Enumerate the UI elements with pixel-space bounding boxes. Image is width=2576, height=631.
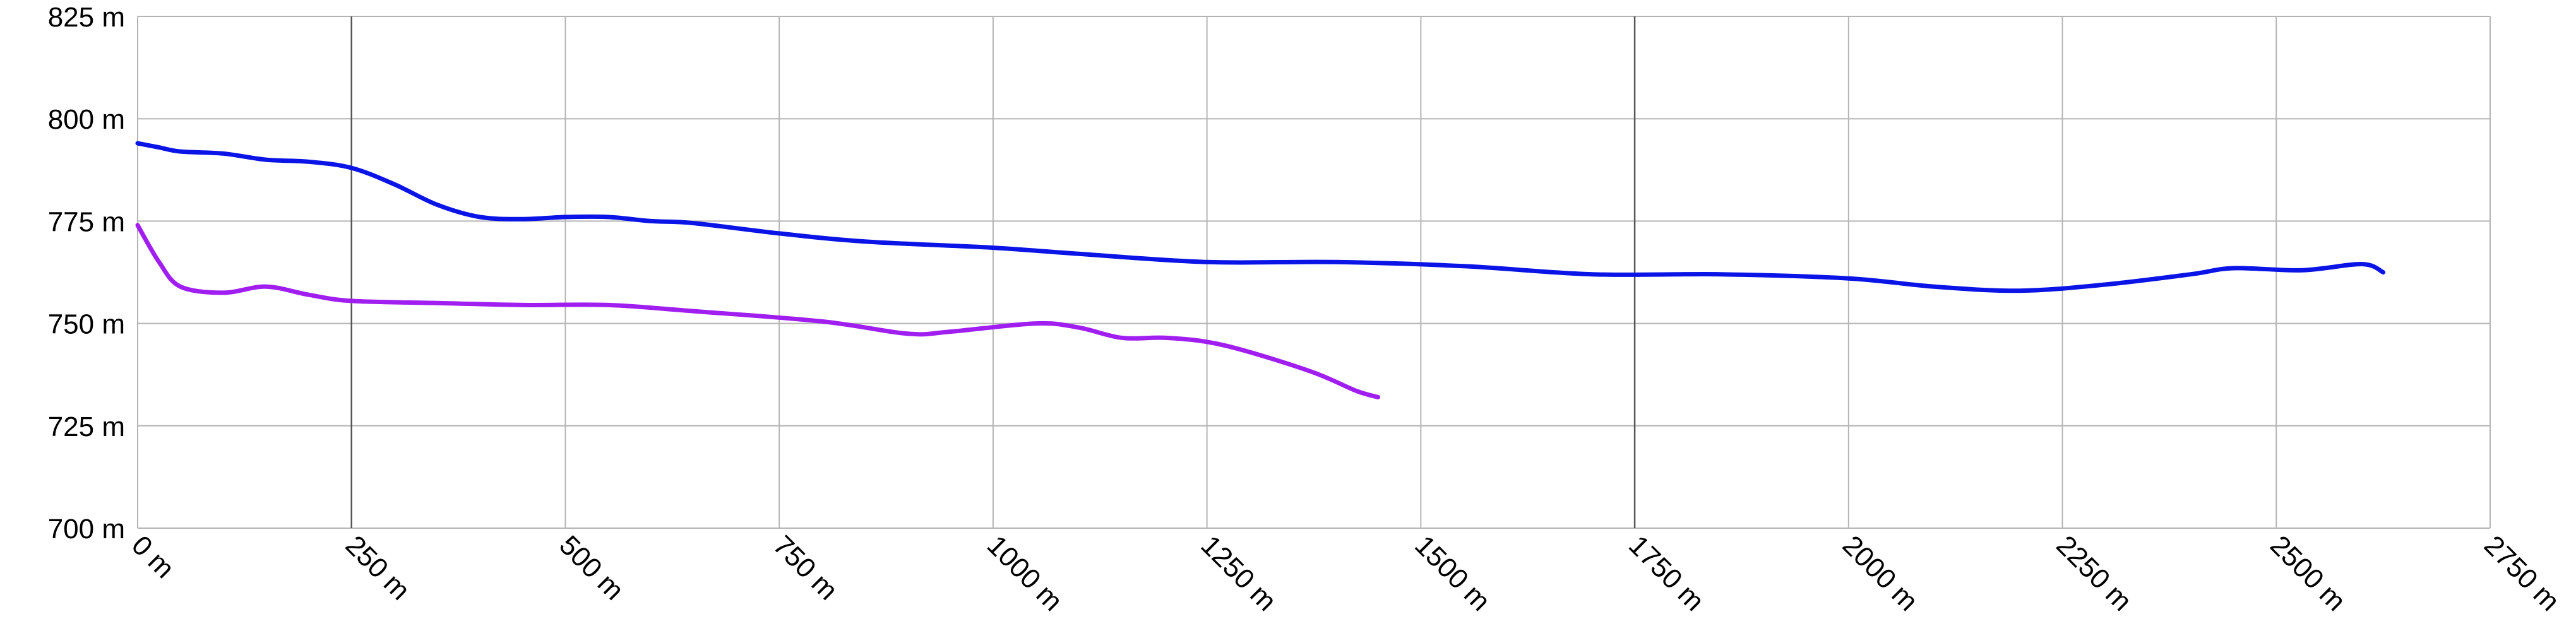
grid-lines [137, 16, 2491, 529]
series-line-2 [135, 223, 1381, 399]
y-tick-label: 800 m [48, 104, 125, 135]
series-lines [135, 141, 2386, 399]
y-tick-label: 725 m [48, 411, 125, 442]
y-tick-label: 775 m [48, 206, 125, 237]
y-axis: 700 m 725 m 750 m 775 m 800 m 825 m [48, 2, 125, 545]
y-tick-label: 700 m [48, 514, 125, 545]
y-tick-label: 750 m [48, 309, 125, 340]
y-tick-label: 825 m [48, 2, 125, 33]
series-line-1 [135, 141, 2386, 293]
